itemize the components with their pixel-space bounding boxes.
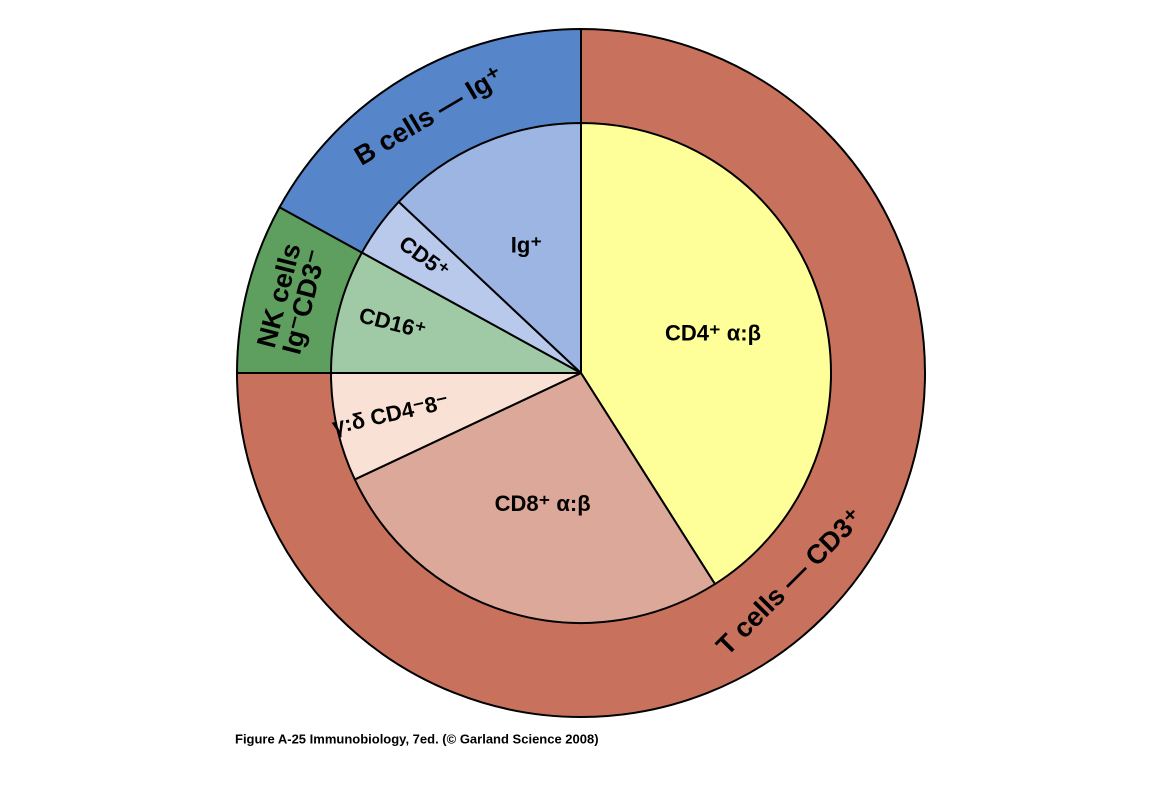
inner-wedge (353, 371, 717, 624)
inner-wedge (329, 372, 582, 481)
inner-wedge (329, 251, 582, 374)
inner-label: CD4⁺ α:β (665, 320, 761, 345)
inner-wedge (580, 121, 832, 586)
inner-label: Ig⁺ (511, 233, 542, 258)
pie (235, 27, 926, 718)
caption: Figure A-25 Immunobiology, 7ed. (© Garla… (235, 731, 599, 746)
inner-label: CD8⁺ α:β (495, 491, 591, 516)
inner-wedge (397, 121, 582, 376)
